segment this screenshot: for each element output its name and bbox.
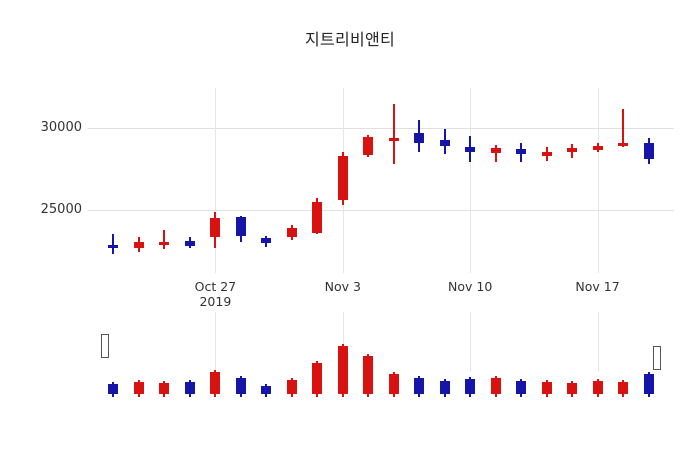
candle-body: [465, 147, 476, 153]
candle-wick: [622, 109, 625, 148]
candle-wick: [494, 144, 497, 162]
x-axis-label: Nov 17: [575, 279, 620, 294]
volume-bar: [133, 382, 144, 394]
volume-bar: [592, 380, 603, 394]
volume-bar: [337, 346, 348, 394]
candle-body: [363, 136, 374, 155]
y-gridline: [88, 127, 674, 129]
volume-bar: [490, 378, 501, 394]
x-gridline: [470, 88, 472, 273]
candle-wick: [392, 103, 395, 164]
candle-body: [490, 148, 501, 154]
page-title: 지트리비앤티: [304, 30, 396, 49]
x-axis-label: Oct 27 2019: [194, 279, 237, 309]
volume-bar: [567, 383, 578, 394]
candle-wick: [112, 234, 115, 254]
candle-body: [235, 216, 246, 236]
x-axis-label: Nov 3: [324, 279, 361, 294]
candle-body: [388, 138, 399, 142]
candle-body: [312, 201, 323, 233]
volume-bar: [261, 386, 272, 394]
x-gridline: [215, 312, 217, 372]
volume-bar: [235, 378, 246, 394]
x-gridline: [342, 312, 344, 372]
candle-body: [286, 227, 297, 238]
volume-bar: [643, 373, 654, 394]
candle-body: [337, 155, 348, 201]
x-gridline: [597, 312, 599, 372]
volume-bar: [363, 356, 374, 394]
candle-wick: [163, 230, 166, 250]
y-axis-tick-layer: 30000 25000: [0, 0, 82, 450]
y-axis-label: 30000: [40, 119, 82, 135]
y-axis-label: 25000: [40, 202, 82, 218]
volume-bar: [312, 362, 323, 394]
volume-bar: [108, 384, 119, 394]
candle-body: [261, 238, 272, 244]
candle-body: [592, 145, 603, 150]
candle-body: [618, 142, 629, 146]
x-gridline: [470, 312, 472, 372]
volume-bar: [388, 373, 399, 394]
candle-body: [210, 217, 221, 238]
candle-body: [184, 240, 195, 246]
volume-panel: [88, 312, 674, 397]
volume-bar: [541, 382, 552, 394]
volume-bar: [414, 378, 425, 394]
volume-bar: [286, 379, 297, 394]
volume-edge-marker: [100, 334, 109, 358]
volume-edge-marker: [653, 346, 662, 370]
volume-bar: [184, 381, 195, 394]
candle-body: [567, 148, 578, 153]
x-axis-label: Nov 10: [448, 279, 493, 294]
candle-body: [159, 241, 170, 245]
candle-body: [643, 143, 654, 160]
candle-body: [108, 244, 119, 248]
volume-bar: [465, 379, 476, 394]
x-gridline: [597, 88, 599, 273]
price-panel: [88, 88, 674, 273]
candle-body: [414, 132, 425, 143]
candle-body: [541, 152, 552, 156]
candle-body: [516, 149, 527, 155]
volume-bar: [439, 380, 450, 394]
volume-bar: [618, 381, 629, 394]
y-gridline: [88, 210, 674, 212]
candle-body: [133, 242, 144, 249]
volume-bar: [159, 383, 170, 394]
volume-bar: [516, 380, 527, 394]
x-gridline: [215, 88, 217, 273]
volume-bar: [210, 371, 221, 394]
candle-body: [439, 140, 450, 146]
